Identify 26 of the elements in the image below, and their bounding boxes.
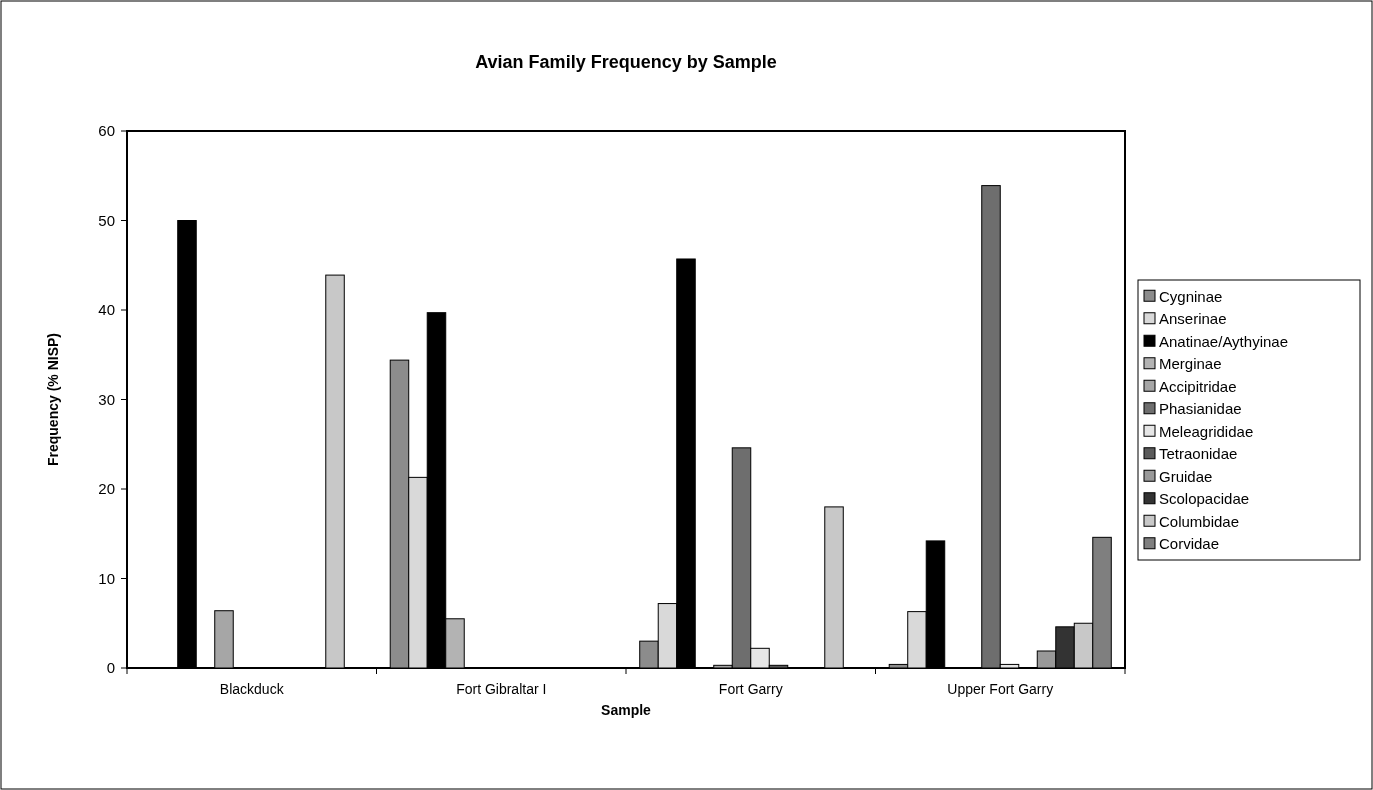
y-tick-label: 10 [98,569,115,587]
legend-label: Scolopacidae [1159,490,1250,507]
legend-label: Tetraonidae [1159,445,1238,462]
y-tick-label: 60 [98,122,115,140]
x-tick-label: Upper Fort Garry [947,681,1054,697]
y-tick-label: 0 [106,659,115,677]
legend-label: Merginae [1159,355,1222,372]
legend-label: Cygninae [1159,287,1223,305]
legend-label: Corvidae [1159,535,1220,552]
chart-title: Avian Family Frequency by Sample [475,52,777,72]
legend-label: Accipitridae [1159,377,1237,395]
x-axis-title: Sample [601,702,652,718]
legend-label: Anserinae [1159,310,1227,327]
y-tick-label: 40 [98,301,115,319]
legend-label: Anatinae/Aythyinae [1159,332,1288,350]
legend-label: Gruidae [1159,467,1213,485]
y-tick-label: 20 [98,480,115,498]
legend-label: Meleagrididae [1159,422,1254,440]
y-tick-label: 50 [98,211,115,229]
x-tick-label: Fort Gibraltar I [456,681,547,697]
legend-label: Phasianidae [1159,400,1242,417]
legend-label: Columbidae [1159,512,1240,530]
x-tick-label: Fort Garry [718,681,783,697]
y-axis-title: Frequency (% NISP) [45,332,61,467]
y-tick-label: 30 [98,390,115,408]
x-tick-label: Blackduck [219,681,285,697]
